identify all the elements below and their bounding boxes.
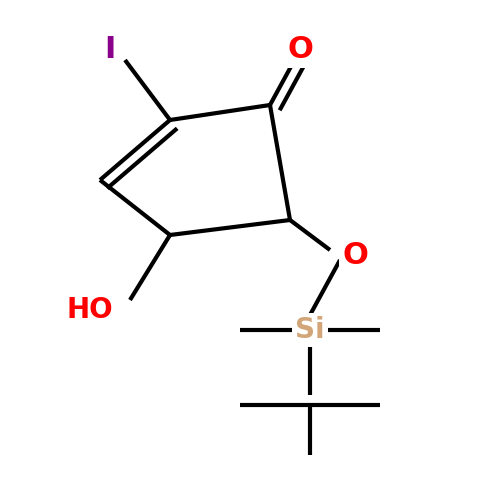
- Text: O: O: [287, 36, 313, 64]
- Text: I: I: [104, 36, 116, 64]
- Text: O: O: [342, 240, 368, 270]
- Text: Si: Si: [295, 316, 325, 344]
- Text: HO: HO: [66, 296, 114, 324]
